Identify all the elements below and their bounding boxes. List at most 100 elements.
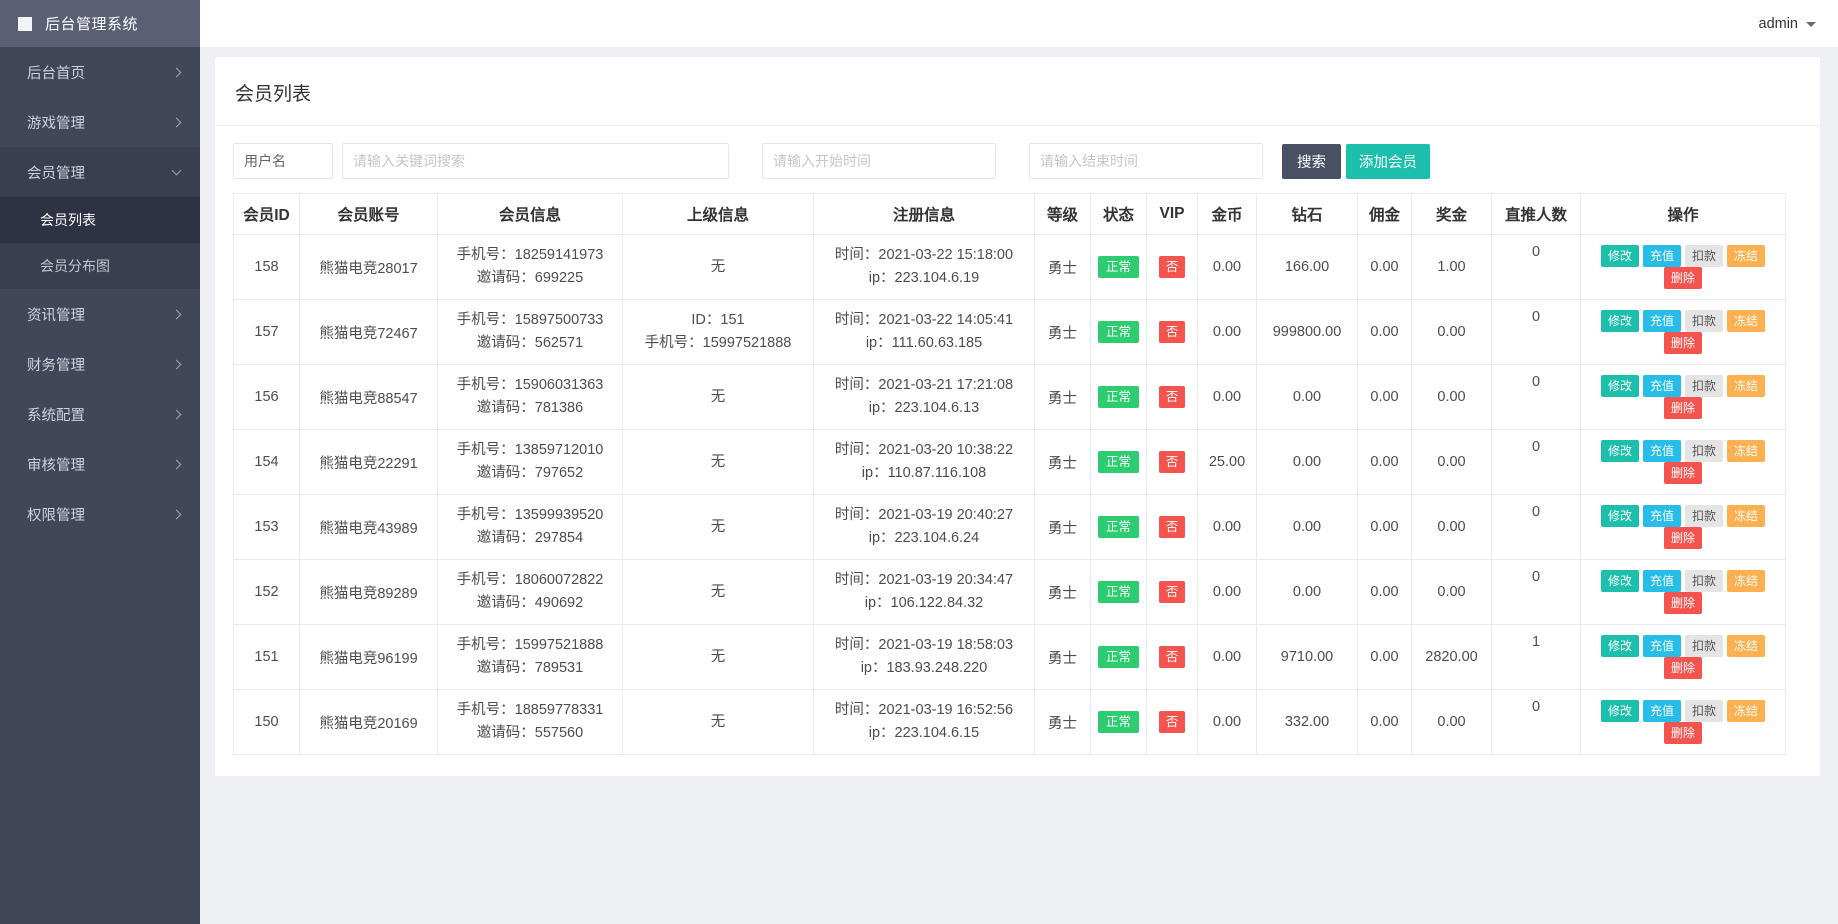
delete-button[interactable]: 删除 — [1663, 267, 1702, 289]
cell-vip: 否 — [1146, 624, 1198, 690]
freeze-button[interactable]: 冻结 — [1727, 310, 1766, 332]
sidebar-item-members[interactable]: 会员管理 — [0, 147, 200, 197]
freeze-button[interactable]: 冻结 — [1727, 700, 1766, 722]
delete-button[interactable]: 删除 — [1663, 397, 1702, 419]
deduct-button[interactable]: 扣款 — [1685, 245, 1724, 267]
cell-gold: 0.00 — [1197, 234, 1257, 300]
cell-parent-info: 无 — [622, 559, 814, 625]
admin-dropdown[interactable]: admin — [1759, 16, 1816, 32]
delete-button[interactable]: 删除 — [1663, 462, 1702, 484]
recharge-button[interactable]: 充值 — [1642, 505, 1681, 527]
freeze-button[interactable]: 冻结 — [1727, 505, 1766, 527]
cell-level: 勇士 — [1034, 234, 1091, 300]
freeze-button[interactable]: 冻结 — [1727, 375, 1766, 397]
cell-member-id: 158 — [233, 234, 300, 300]
sidebar-item-label: 后台首页 — [27, 65, 85, 82]
add-member-button[interactable]: 添加会员 — [1346, 143, 1430, 179]
username-field[interactable] — [233, 143, 333, 179]
sidebar-item-label: 游戏管理 — [27, 115, 85, 132]
cell-bonus: 0.00 — [1411, 494, 1492, 560]
sidebar-item-member-map[interactable]: 会员分布图 — [0, 243, 200, 289]
modify-button[interactable]: 修改 — [1600, 570, 1639, 592]
sidebar-item-permissions[interactable]: 权限管理 — [0, 489, 200, 539]
sidebar-item-finance[interactable]: 财务管理 — [0, 339, 200, 389]
delete-button[interactable]: 删除 — [1663, 657, 1702, 679]
vip-badge: 否 — [1158, 255, 1186, 279]
table-row: 154 熊猫电竞22291 手机号：13859712010 邀请码：797652… — [233, 429, 1786, 495]
start-time-input[interactable] — [762, 143, 996, 179]
row-actions: 修改 充值 扣款 冻结删除 — [1580, 689, 1786, 755]
col-header-parent-info: 上级信息 — [622, 193, 814, 235]
freeze-button[interactable]: 冻结 — [1727, 440, 1766, 462]
col-header-gold: 金币 — [1197, 193, 1257, 235]
cell-diamond: 332.00 — [1256, 689, 1358, 755]
sidebar-item-news[interactable]: 资讯管理 — [0, 289, 200, 339]
recharge-button[interactable]: 充值 — [1642, 570, 1681, 592]
cell-gold: 0.00 — [1197, 624, 1257, 690]
freeze-button[interactable]: 冻结 — [1727, 570, 1766, 592]
modify-button[interactable]: 修改 — [1600, 635, 1639, 657]
top-bar: admin — [200, 0, 1838, 47]
cell-commission: 0.00 — [1357, 494, 1412, 560]
delete-button[interactable]: 删除 — [1663, 527, 1702, 549]
recharge-button[interactable]: 充值 — [1642, 700, 1681, 722]
cell-gold: 0.00 — [1197, 559, 1257, 625]
filter-bar: 搜索 添加会员 — [215, 126, 1820, 179]
cell-vip: 否 — [1146, 689, 1198, 755]
cell-referrals: 0 — [1491, 494, 1581, 560]
col-header-status: 状态 — [1090, 193, 1147, 235]
modify-button[interactable]: 修改 — [1600, 245, 1639, 267]
recharge-button[interactable]: 充值 — [1642, 245, 1681, 267]
cell-commission: 0.00 — [1357, 299, 1412, 365]
deduct-button[interactable]: 扣款 — [1685, 505, 1724, 527]
status-badge: 正常 — [1097, 710, 1139, 734]
recharge-button[interactable]: 充值 — [1642, 375, 1681, 397]
deduct-button[interactable]: 扣款 — [1685, 440, 1724, 462]
cell-member-info: 手机号：15997521888 邀请码：789531 — [437, 624, 623, 690]
recharge-button[interactable]: 充值 — [1642, 310, 1681, 332]
cell-status: 正常 — [1090, 234, 1147, 300]
delete-button[interactable]: 删除 — [1663, 722, 1702, 744]
cell-member-id: 156 — [233, 364, 300, 430]
modify-button[interactable]: 修改 — [1600, 505, 1639, 527]
search-button[interactable]: 搜索 — [1282, 143, 1341, 179]
modify-button[interactable]: 修改 — [1600, 375, 1639, 397]
cell-bonus: 0.00 — [1411, 429, 1492, 495]
cell-member-info: 手机号：13599939520 邀请码：297854 — [437, 494, 623, 560]
delete-button[interactable]: 删除 — [1663, 592, 1702, 614]
modify-button[interactable]: 修改 — [1600, 440, 1639, 462]
chevron-down-icon — [171, 165, 182, 176]
deduct-button[interactable]: 扣款 — [1685, 570, 1724, 592]
sidebar-item-audit[interactable]: 审核管理 — [0, 439, 200, 489]
modify-button[interactable]: 修改 — [1600, 700, 1639, 722]
cell-gold: 0.00 — [1197, 689, 1257, 755]
sidebar-item-home[interactable]: 后台首页 — [0, 47, 200, 97]
deduct-button[interactable]: 扣款 — [1685, 375, 1724, 397]
deduct-button[interactable]: 扣款 — [1685, 700, 1724, 722]
row-actions: 修改 充值 扣款 冻结删除 — [1580, 494, 1786, 560]
cell-referrals: 0 — [1491, 234, 1581, 300]
sidebar-item-member-list[interactable]: 会员列表 — [0, 197, 200, 243]
deduct-button[interactable]: 扣款 — [1685, 310, 1724, 332]
sidebar-item-games[interactable]: 游戏管理 — [0, 97, 200, 147]
freeze-button[interactable]: 冻结 — [1727, 245, 1766, 267]
delete-button[interactable]: 删除 — [1663, 332, 1702, 354]
keyword-search-input[interactable] — [342, 143, 729, 179]
cell-bonus: 0.00 — [1411, 689, 1492, 755]
recharge-button[interactable]: 充值 — [1642, 635, 1681, 657]
cell-status: 正常 — [1090, 689, 1147, 755]
sidebar-item-system[interactable]: 系统配置 — [0, 389, 200, 439]
cell-vip: 否 — [1146, 559, 1198, 625]
freeze-button[interactable]: 冻结 — [1727, 635, 1766, 657]
page-title: 会员列表 — [215, 57, 1820, 126]
modify-button[interactable]: 修改 — [1600, 310, 1639, 332]
cell-member-id: 154 — [233, 429, 300, 495]
cell-diamond: 9710.00 — [1256, 624, 1358, 690]
app-title: 后台管理系统 — [45, 16, 139, 33]
col-header-level: 等级 — [1034, 193, 1091, 235]
cell-diamond: 0.00 — [1256, 494, 1358, 560]
end-time-input[interactable] — [1029, 143, 1263, 179]
deduct-button[interactable]: 扣款 — [1685, 635, 1724, 657]
recharge-button[interactable]: 充值 — [1642, 440, 1681, 462]
cell-parent-info: ID：151 手机号：15997521888 — [622, 299, 814, 365]
